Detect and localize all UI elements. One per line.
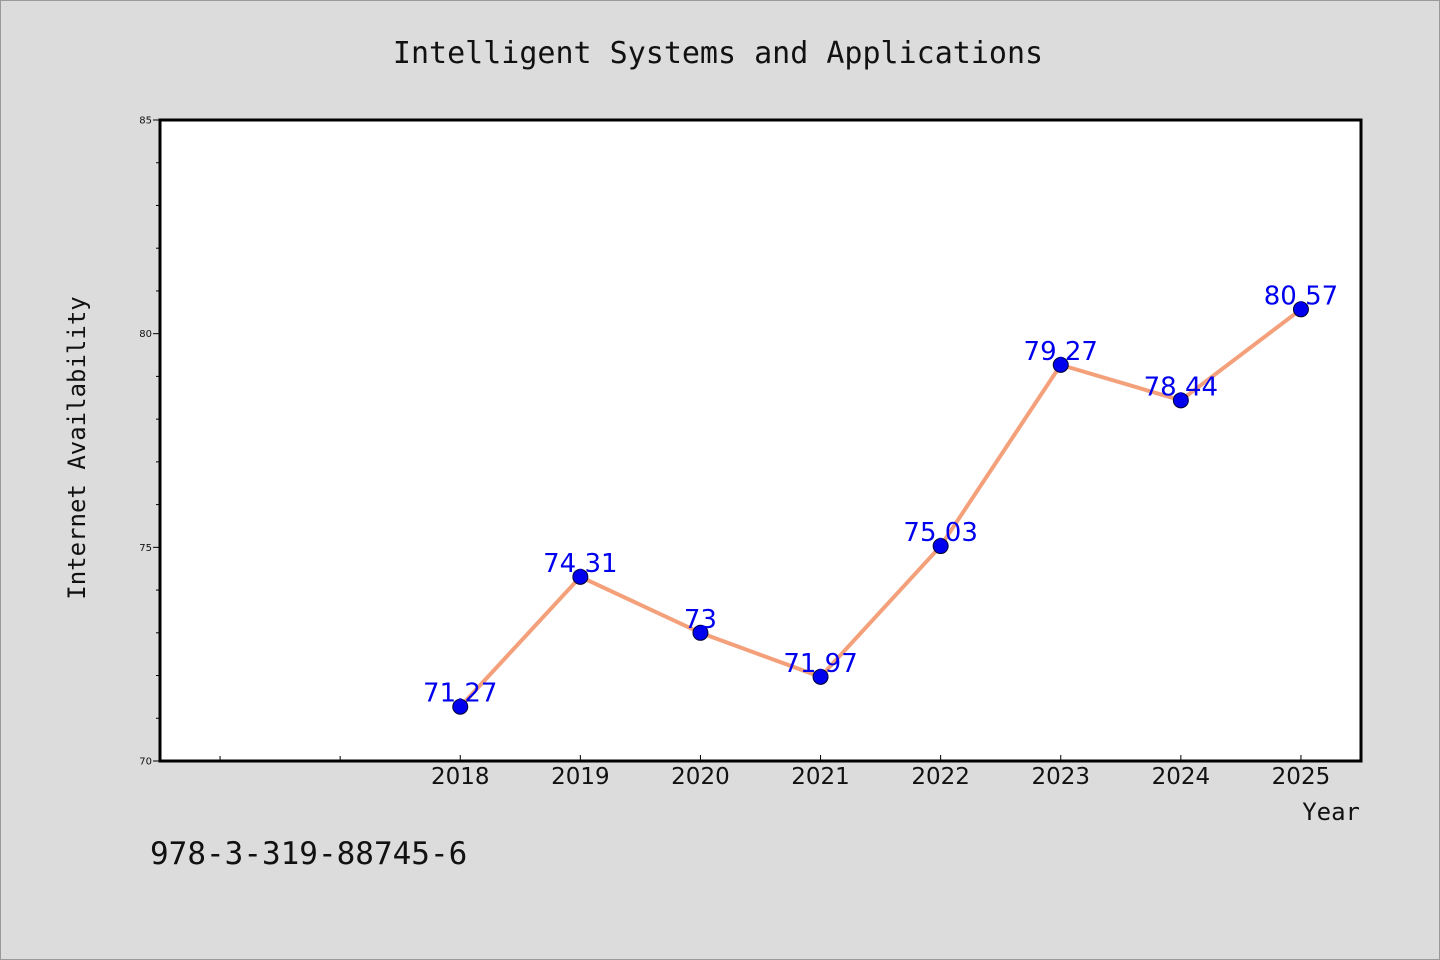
data-label: 80.57: [1264, 281, 1338, 311]
x-tick-label: 2021: [791, 764, 850, 790]
y-tick-label: 85: [139, 116, 152, 127]
x-tick-label: 2024: [1152, 764, 1211, 790]
x-tick-label: 2022: [911, 764, 970, 790]
data-label: 71.27: [423, 679, 497, 709]
isbn-text: 978-3-319-88745-6: [150, 836, 467, 872]
data-point: [932, 538, 949, 555]
data-label: 71.97: [783, 649, 857, 679]
data-point: [692, 624, 709, 641]
y-axis-label: Internet Availability: [63, 296, 91, 599]
data-point: [572, 568, 589, 585]
x-tick-label: 2025: [1272, 764, 1331, 790]
y-tick-label: 80: [139, 329, 152, 340]
data-label: 78.44: [1144, 372, 1218, 402]
data-label: 75.03: [903, 518, 977, 548]
data-point: [1172, 392, 1189, 409]
y-axis: 70 75 80 85: [139, 116, 160, 768]
chart-title: Intelligent Systems and Applications: [393, 36, 1043, 71]
series-line: [458, 307, 1303, 709]
x-tick-label: 2020: [671, 764, 730, 790]
data-point: [1052, 356, 1069, 373]
x-tick-label: 2019: [551, 764, 610, 790]
x-axis: 2018 2019 2020 2021 2022 2023 2024 2025: [219, 755, 1331, 790]
y-tick-label: 75: [139, 543, 152, 554]
data-markers: [452, 301, 1309, 715]
data-point: [812, 668, 829, 685]
data-label: 73: [684, 605, 717, 635]
data-point: [452, 698, 469, 715]
data-labels: 71.27 74.31 73 71.97 75.03 79.27 78.44 80.57: [423, 281, 1338, 708]
data-label: 74.31: [543, 549, 617, 579]
data-label: 79.27: [1024, 337, 1098, 367]
data-point: [1292, 301, 1309, 318]
x-tick-label: 2018: [431, 764, 490, 790]
x-tick-label: 2023: [1031, 764, 1090, 790]
y-tick-label: 70: [139, 757, 152, 768]
plot-area: [158, 118, 1363, 763]
x-axis-label: Year: [1302, 798, 1360, 826]
